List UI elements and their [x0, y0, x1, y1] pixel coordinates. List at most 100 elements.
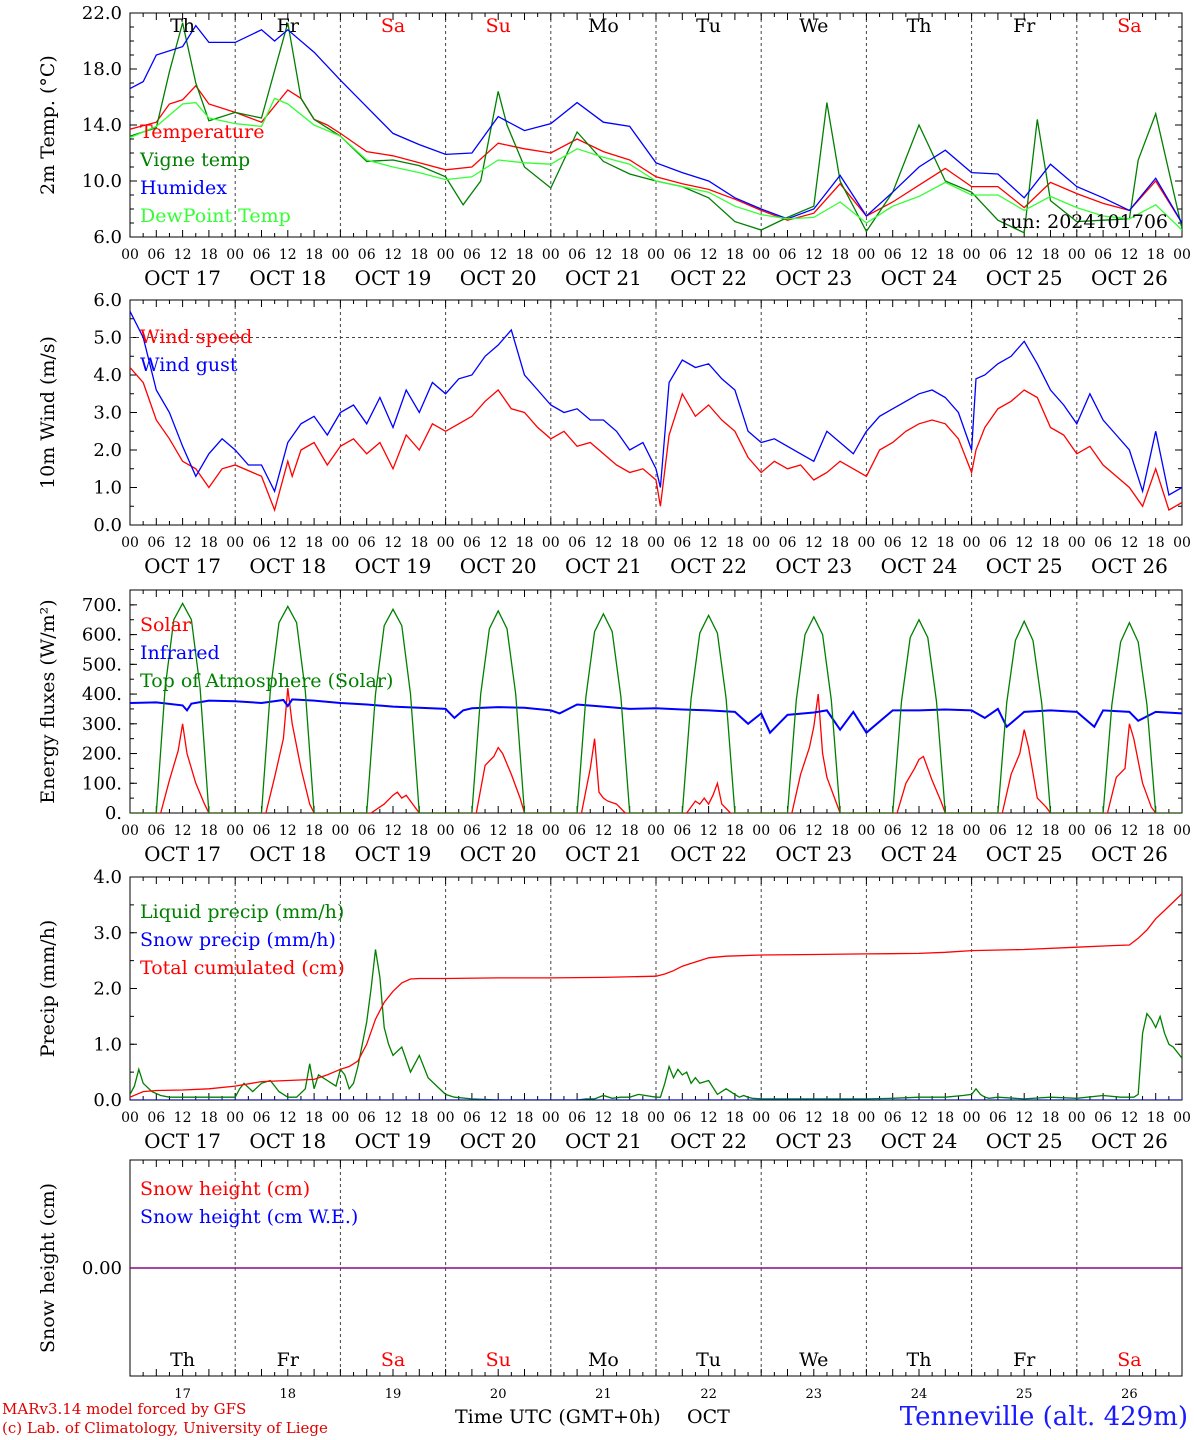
y-tick-label: 200.: [82, 744, 122, 765]
copyright-credit-line: (c) Lab. of Climatology, University of L…: [2, 1419, 328, 1437]
y-tick-label: 100.: [82, 773, 122, 794]
x-hour-label: 00: [963, 1110, 981, 1126]
weekday-label: Fr: [277, 15, 300, 37]
x-date-label: OCT 23: [775, 1129, 852, 1153]
x-hour-label: 18: [936, 1110, 954, 1126]
x-hour-label: 06: [253, 1110, 271, 1126]
x-date-label: OCT 20: [460, 1129, 537, 1153]
weekday-label: Tu: [696, 1349, 721, 1371]
x-hour-label: 18: [726, 247, 744, 263]
x-hour-label: 18: [410, 535, 428, 551]
x-hour-label: 12: [1120, 1110, 1138, 1126]
x-hour-label: 00: [226, 247, 244, 263]
y-tick-label: 0.: [105, 803, 122, 824]
day-number-label: 24: [911, 1387, 928, 1402]
x-hour-label: 06: [673, 1110, 691, 1126]
run-label: run: 2024101706: [1001, 211, 1168, 233]
weekday-label: Fr: [1013, 15, 1036, 37]
weekday-label: Th: [907, 1349, 932, 1371]
series-line-wind-speed: [130, 367, 1182, 513]
x-date-label: OCT 23: [775, 554, 852, 578]
y-tick-label: 3.0: [93, 923, 122, 944]
x-date-label: OCT 21: [565, 1129, 642, 1153]
x-hour-label: 18: [305, 535, 323, 551]
series-line-top-of-atmosphere-solar-: [130, 602, 1182, 813]
x-hour-label: 18: [1147, 823, 1165, 839]
y-tick-label: 2.0: [93, 979, 122, 1000]
x-hour-label: 12: [700, 1110, 718, 1126]
x-hour-label: 12: [700, 535, 718, 551]
x-hour-label: 12: [384, 535, 402, 551]
series-line-dewpoint-temp: [130, 97, 1182, 231]
x-hour-label: 06: [673, 823, 691, 839]
day-number-label: 18: [280, 1387, 297, 1402]
x-date-label: OCT 22: [670, 554, 747, 578]
y-tick-label: 0.00: [82, 1258, 122, 1279]
legend-entry: Liquid precip (mm/h): [140, 901, 344, 923]
x-hour-label: 12: [384, 823, 402, 839]
x-date-label: OCT 18: [249, 554, 326, 578]
x-hour-label: 12: [805, 823, 823, 839]
day-number-label: 17: [174, 1387, 191, 1402]
x-hour-label: 18: [831, 1110, 849, 1126]
x-hour-label: 06: [147, 247, 165, 263]
x-hour-label: 18: [410, 1110, 428, 1126]
series-line-wind-gust: [130, 311, 1182, 497]
weekday-label: Sa: [1117, 15, 1141, 37]
x-hour-label: 18: [516, 535, 534, 551]
x-date-label: OCT 23: [775, 842, 852, 866]
x-date-label: OCT 19: [355, 1129, 432, 1153]
x-hour-label: 00: [857, 823, 875, 839]
x-hour-label: 18: [516, 1110, 534, 1126]
x-hour-label: 06: [147, 1110, 165, 1126]
x-hour-label: 18: [305, 823, 323, 839]
x-hour-label: 12: [489, 535, 507, 551]
x-hour-label: 00: [121, 535, 139, 551]
day-number-label: 20: [490, 1387, 507, 1402]
x-hour-label: 00: [647, 535, 665, 551]
legend-entry: Wind gust: [140, 354, 238, 376]
weekday-label: Th: [170, 15, 195, 37]
panel-3: 0. 100. 200. 300. 400. 500. 600. 700. Energy flu…: [37, 589, 1191, 866]
legend-entry: Humidex: [140, 177, 227, 199]
x-hour-label: 00: [331, 1110, 349, 1126]
x-hour-label: 00: [437, 535, 455, 551]
x-hour-label: 12: [279, 1110, 297, 1126]
y-tick-label: 600.: [82, 625, 122, 646]
y-tick-label: 400.: [82, 684, 122, 705]
x-date-label: OCT 18: [249, 842, 326, 866]
legend-entry: DewPoint Temp: [140, 205, 291, 227]
x-hour-label: 00: [752, 1110, 770, 1126]
x-hour-label: 06: [989, 247, 1007, 263]
x-hour-label: 00: [437, 823, 455, 839]
x-hour-label: 18: [1042, 247, 1060, 263]
x-hour-label: 12: [594, 535, 612, 551]
y-tick-label: 2.0: [93, 440, 122, 461]
x-date-label: OCT 26: [1091, 266, 1168, 290]
weekday-label: Su: [486, 15, 511, 37]
x-hour-label: 18: [200, 1110, 218, 1126]
model-credit-line: MARv3.14 model forced by GFS: [2, 1400, 247, 1418]
day-number-label: 23: [806, 1387, 823, 1402]
x-hour-label: 18: [726, 535, 744, 551]
x-hour-label: 00: [647, 247, 665, 263]
x-hour-label: 18: [726, 823, 744, 839]
x-hour-label: 12: [594, 823, 612, 839]
y-axis-title: Precip (mm/h): [37, 920, 59, 1058]
x-date-label: OCT 18: [249, 1129, 326, 1153]
x-date-label: OCT 25: [986, 554, 1063, 578]
x-hour-label: 12: [1120, 247, 1138, 263]
legend-entry: Solar: [140, 614, 192, 636]
panel-2: 0.0 1.0 2.0 3.0 4.0 5.0 6.0 10m Wind (m/s) Wind …: [37, 290, 1191, 578]
series-line-infrared: [130, 698, 1182, 735]
x-hour-label: 00: [542, 823, 560, 839]
x-hour-label: 12: [384, 247, 402, 263]
x-hour-label: 12: [174, 823, 192, 839]
weekday-label: Fr: [277, 1349, 300, 1371]
x-hour-label: 18: [936, 823, 954, 839]
x-date-label: OCT 21: [565, 266, 642, 290]
day-number-label: 25: [1016, 1387, 1033, 1402]
x-hour-label: 00: [857, 535, 875, 551]
weekday-label: Su: [486, 1349, 511, 1371]
